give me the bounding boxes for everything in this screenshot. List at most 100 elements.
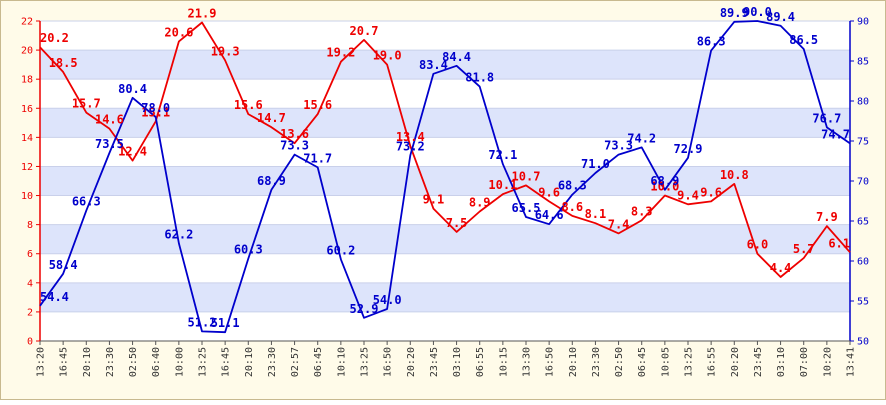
background-bands — [40, 21, 850, 341]
left-tick-label: 12 — [21, 162, 33, 173]
band — [40, 166, 850, 196]
red-data-label: 9.4 — [677, 188, 699, 202]
x-tick-label: 13:30 — [522, 347, 533, 377]
right-tick-label: 65 — [857, 217, 869, 228]
red-data-label: 6.1 — [828, 236, 850, 250]
red-data-label: 14.6 — [95, 113, 124, 127]
red-series-line — [39, 21, 851, 278]
left-tick-label: 16 — [21, 104, 33, 115]
red-data-label: 6.0 — [747, 238, 769, 252]
blue-data-label: 64.6 — [535, 208, 564, 222]
red-data-label: 8.6 — [561, 200, 583, 214]
red-data-label: 7.5 — [446, 216, 468, 230]
blue-data-label: 62.2 — [164, 227, 193, 241]
blue-data-label: 68.9 — [650, 174, 679, 188]
red-data-label: 19.3 — [211, 44, 240, 58]
x-tick-label: 20:20 — [730, 347, 741, 377]
blue-data-label: 72.1 — [488, 148, 517, 162]
x-tick-label: 13:25 — [198, 347, 209, 377]
blue-data-label: 71.7 — [303, 151, 332, 165]
blue-data-label: 60.2 — [326, 243, 355, 257]
band — [40, 108, 850, 138]
blue-data-label: 81.8 — [465, 71, 494, 85]
red-data-label: 8.1 — [585, 207, 607, 221]
blue-series-line — [39, 20, 851, 334]
red-data-label: 10.0 — [650, 180, 679, 194]
x-tick-label: 23:45 — [429, 347, 440, 377]
x-tick-label: 16:45 — [59, 347, 70, 377]
blue-data-label: 84.4 — [442, 50, 471, 64]
left-tick-label: 14 — [21, 133, 33, 144]
red-data-label: 18.5 — [49, 56, 78, 70]
left-tick-label: 2 — [27, 307, 33, 318]
blue-data-label: 72.9 — [674, 142, 703, 156]
x-tick-label: 13:20 — [36, 347, 47, 377]
red-data-label: 10.1 — [488, 178, 517, 192]
blue-data-label: 89.4 — [766, 10, 795, 24]
blue-data-label: 80.4 — [118, 82, 147, 96]
red-data-label: 13.4 — [396, 130, 425, 144]
x-tick-label: 06:45 — [313, 347, 324, 377]
left-tick-label: 20 — [21, 46, 33, 57]
x-tick-label: 13:25 — [360, 347, 371, 377]
x-tick-label: 03:10 — [452, 347, 463, 377]
blue-data-label: 90.0 — [743, 5, 772, 19]
x-tick-label: 03:10 — [776, 347, 787, 377]
blue-data-label: 86.5 — [789, 33, 818, 47]
right-tick-label: 70 — [857, 177, 869, 188]
blue-data-label: 68.3 — [558, 179, 587, 193]
series-layer — [39, 20, 851, 334]
red-data-label: 15.6 — [234, 98, 263, 112]
blue-data-label: 71.0 — [581, 157, 610, 171]
x-tick-label: 06:45 — [637, 347, 648, 377]
left-tick-label: 18 — [21, 75, 33, 86]
blue-data-label: 89.9 — [720, 6, 749, 20]
red-data-label: 19.0 — [373, 49, 402, 63]
x-tick-label: 16:55 — [707, 347, 718, 377]
blue-data-label: 51.1 — [211, 316, 240, 330]
x-axis: 13:20 16:45 20:10 23:30 02:50 06:40 10:00 13:25… — [36, 340, 857, 377]
x-tick-label: 10:10 — [336, 347, 347, 377]
red-data-label: 15.1 — [141, 105, 170, 119]
blue-data-label: 66.3 — [72, 195, 101, 209]
red-data-label: 20.7 — [350, 24, 379, 38]
left-tick-label: 6 — [27, 249, 33, 260]
red-data-label: 13.6 — [280, 127, 309, 141]
red-data-label: 15.6 — [303, 98, 332, 112]
x-tick-label: 23:30 — [105, 347, 116, 377]
blue-data-label: 68.9 — [257, 174, 286, 188]
x-tick-label: 20:10 — [568, 347, 579, 377]
left-tick-label: 8 — [27, 220, 33, 231]
right-tick-label: 85 — [857, 57, 869, 68]
blue-data-label: 73.3 — [604, 139, 633, 153]
right-tick-label: 60 — [857, 257, 869, 268]
data-labels-layer: 20.2 18.5 15.7 14.6 12.4 15.1 20.6 21.9 19.3 15.6… — [40, 5, 850, 330]
right-tick-label: 75 — [857, 137, 869, 148]
band — [40, 224, 850, 254]
red-data-label: 20.2 — [40, 31, 69, 45]
blue-data-label: 78.0 — [141, 101, 170, 115]
red-data-label: 7.9 — [816, 210, 838, 224]
right-tick-label: 55 — [857, 297, 869, 308]
x-tick-label: 10:20 — [822, 347, 833, 377]
blue-data-label: 65.5 — [512, 201, 541, 215]
x-tick-label: 10:05 — [660, 347, 671, 377]
left-tick-label: 22 — [21, 17, 33, 28]
x-tick-label: 10:00 — [174, 347, 185, 377]
x-tick-label: 02:50 — [128, 347, 139, 377]
blue-data-label: 74.2 — [627, 131, 656, 145]
red-data-label: 20.6 — [164, 25, 193, 39]
blue-data-label: 73.2 — [396, 139, 425, 153]
blue-data-label: 73.5 — [95, 137, 124, 151]
right-axis: 50 55 60 65 70 75 80 85 90 — [849, 17, 869, 348]
blue-data-label: 73.3 — [280, 139, 309, 153]
x-tick-label: 23:30 — [267, 347, 278, 377]
blue-data-label: 51.2 — [188, 315, 217, 329]
red-data-label: 14.7 — [257, 111, 286, 125]
blue-data-label: 83.4 — [419, 58, 448, 72]
x-tick-label: 23:45 — [753, 347, 764, 377]
x-tick-label: 06:40 — [151, 347, 162, 377]
blue-data-label: 52.9 — [350, 302, 379, 316]
blue-data-label: 86.3 — [697, 35, 726, 49]
